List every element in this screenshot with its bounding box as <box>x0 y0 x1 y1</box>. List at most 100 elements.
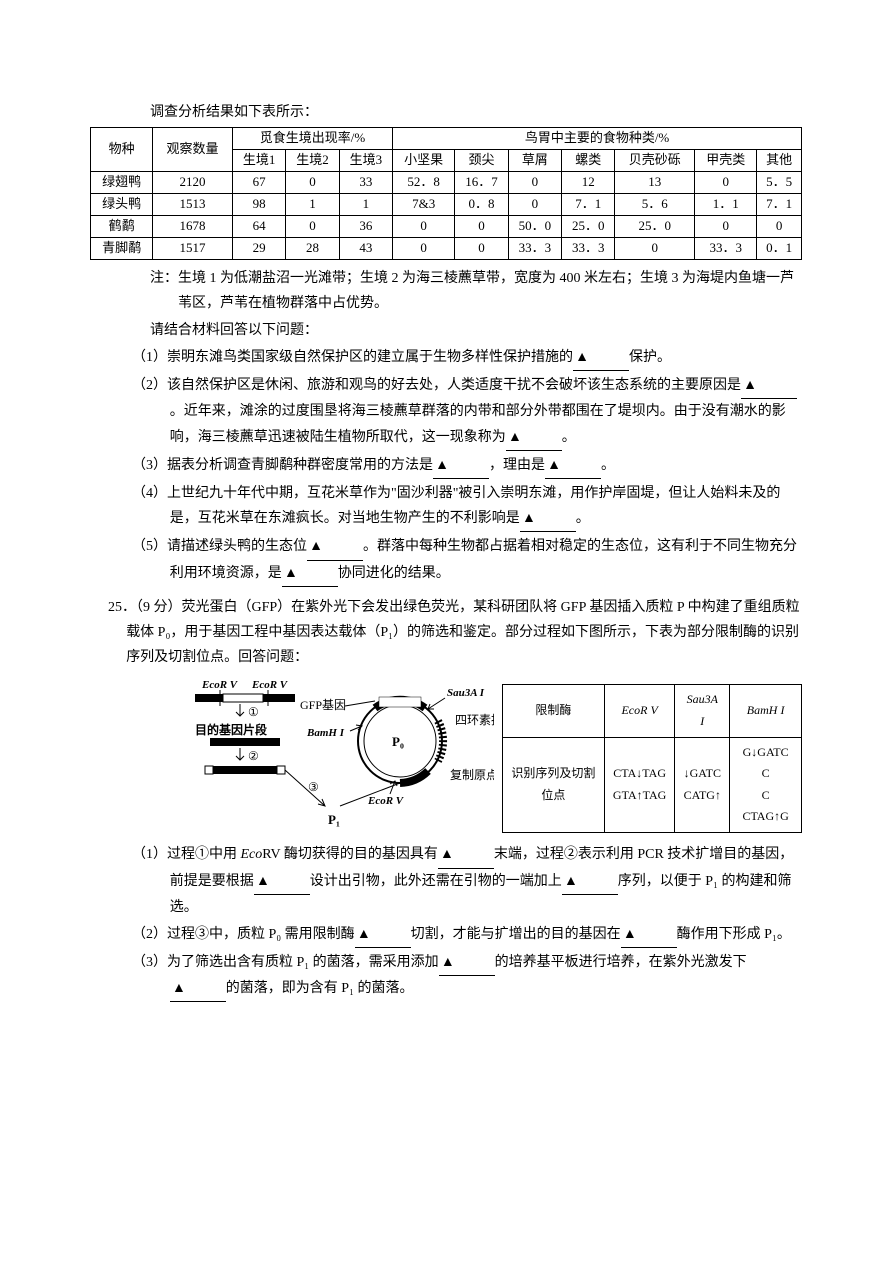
survey-table: 物种 观察数量 觅食生境出现率/% 鸟胃中主要的食物种类/% 生境1 生境2 生… <box>90 127 802 259</box>
cell: 33．3 <box>695 237 757 259</box>
t: 的菌落，即为含有 P₁ 的菌落。 <box>226 981 414 996</box>
th-f6: 甲壳类 <box>695 150 757 172</box>
q2-post: 。 <box>562 430 576 445</box>
question-1: （1）崇明东滩鸟类国家级自然保护区的建立属于生物多样性保护措施的▲保护。 <box>132 345 802 371</box>
blank: ▲ <box>438 842 494 868</box>
cell: 13 <box>615 171 695 193</box>
cell: 0 <box>508 193 561 215</box>
th-f3: 草屑 <box>508 150 561 172</box>
t: 的培养基平板进行培养，在紫外光激发下 <box>495 955 747 970</box>
et-e3: BamH I <box>730 685 802 737</box>
cell: 0 <box>286 215 339 237</box>
cell: 0 <box>695 171 757 193</box>
q5-post: 协同进化的结果。 <box>338 566 450 581</box>
q5-pre: （5）请描述绿头鸭的生态位 <box>132 539 307 554</box>
q1-pre: （1）崇明东滩鸟类国家级自然保护区的建立属于生物多样性保护措施的 <box>132 350 573 365</box>
cell: 0 <box>286 171 339 193</box>
t: （3）为了筛选出含有质粒 P₁ 的菌落，需采用添加 <box>132 955 439 970</box>
cell: 0 <box>757 215 802 237</box>
label-gfp: GFP基因 <box>300 698 346 712</box>
cell: 29 <box>232 237 285 259</box>
step-1: ① <box>248 705 259 719</box>
t: （1）过程①中用 <box>132 847 241 862</box>
blank: ▲ <box>254 869 310 895</box>
th-f2: 颈尖 <box>455 150 508 172</box>
th-f5: 贝壳砂砾 <box>615 150 695 172</box>
cell: 1678 <box>153 215 233 237</box>
cell: 0 <box>695 215 757 237</box>
et-e2: Sau3A I <box>675 685 730 737</box>
blank: ▲ <box>520 506 576 532</box>
cell: 鹤鹬 <box>91 215 153 237</box>
linker <box>205 766 213 774</box>
t: （2）过程③中，质粒 P₀ 需用限制酶 <box>132 927 355 942</box>
label-p0: P₀ <box>392 734 404 749</box>
cell: 5．5 <box>757 171 802 193</box>
blank: ▲ <box>355 922 411 948</box>
step-2: ② <box>248 749 259 763</box>
blank: ▲ <box>545 453 601 479</box>
q1-post: 保护。 <box>629 350 671 365</box>
table-row: 绿翅鸭21206703352．816．70121305．5 <box>91 171 802 193</box>
cell: 0．1 <box>757 237 802 259</box>
q2-pre: （2）该自然保护区是休闲、旅游和观鸟的好去处，人类适度干扰不会破坏该生态系统的主… <box>132 378 741 393</box>
blank: ▲ <box>741 373 797 399</box>
table-row: 青脚鹬15172928430033．333．3033．30．1 <box>91 237 802 259</box>
cell: 36 <box>339 215 392 237</box>
blank: ▲ <box>433 453 489 479</box>
cell: 1 <box>339 193 392 215</box>
th-obs: 观察数量 <box>153 128 233 172</box>
cell: 33．3 <box>508 237 561 259</box>
leader-line <box>345 701 375 706</box>
q3-mid: ，理由是 <box>489 458 545 473</box>
cell: 52．8 <box>393 171 455 193</box>
enzyme-table: 限制酶 EcoR V Sau3A I BamH I 识别序列及切割位点 CTA↓… <box>502 684 802 833</box>
cell: 1 <box>286 193 339 215</box>
arrow-down-icon <box>236 748 244 760</box>
question-2: （2）该自然保护区是休闲、旅游和观鸟的好去处，人类适度干扰不会破坏该生态系统的主… <box>132 373 802 451</box>
blank: ▲ <box>439 950 495 976</box>
plasmid-diagram: EcoR V EcoR V ① 目的基因片段 ② ③ P₁ P₀ <box>190 676 494 836</box>
figure-25: EcoR V EcoR V ① 目的基因片段 ② ③ P₁ P₀ <box>190 676 802 836</box>
t: 设计出引物，此外还需在引物的一端加上 <box>310 874 562 889</box>
th-hab2: 生境2 <box>286 150 339 172</box>
table-note: 注：生境 1 为低潮盐沼一光滩带；生境 2 为海三棱藨草带，宽度为 400 米左… <box>150 266 802 316</box>
cell: 绿翅鸭 <box>91 171 153 193</box>
blank: ▲ <box>573 345 629 371</box>
t: 酶作用下形成 P₁。 <box>677 927 791 942</box>
answer-prompt: 请结合材料回答以下问题： <box>150 318 802 343</box>
t: 切割，才能与扩增出的目的基因在 <box>411 927 621 942</box>
q2-mid: 。近年来，滩涂的过度围垦将海三棱藨草群落的内带和部分外带都围在了堤坝内。由于没有… <box>170 404 786 444</box>
arrow-icon <box>428 698 445 709</box>
label-target: 目的基因片段 <box>195 722 268 737</box>
gene-bar <box>210 738 280 746</box>
label-ecorv: EcoR V <box>201 679 239 691</box>
cell: 64 <box>232 215 285 237</box>
cell: 0 <box>615 237 695 259</box>
cell: 16．7 <box>455 171 508 193</box>
cell: 5．6 <box>615 193 695 215</box>
et-s1: CTA↓TAGGTA↑TAG <box>604 737 674 832</box>
cell: 0 <box>393 237 455 259</box>
cell: 0．8 <box>455 193 508 215</box>
question-3: （3）据表分析调查青脚鹬种群密度常用的方法是▲，理由是▲。 <box>132 453 802 479</box>
label-ori: 复制原点 <box>450 768 494 782</box>
cell: 7．1 <box>757 193 802 215</box>
eco-italic: Eco <box>241 847 263 862</box>
intro-text: 调查分析结果如下表所示： <box>150 100 802 125</box>
et-s3: G↓GATC CC CTAG↑G <box>730 737 802 832</box>
cell: 43 <box>339 237 392 259</box>
blank: ▲ <box>621 922 677 948</box>
table-body: 绿翅鸭21206703352．816．70121305．5绿头鸭15139811… <box>91 171 802 259</box>
cell: 0 <box>508 171 561 193</box>
cell: 25．0 <box>615 215 695 237</box>
label-tet: 四环素抗性基因 <box>455 712 494 727</box>
t: RV 酶切获得的目的基因具有 <box>262 847 438 862</box>
blank: ▲ <box>307 534 363 560</box>
gene-insert <box>223 694 263 702</box>
th-habitat-group: 觅食生境出现率/% <box>232 128 392 150</box>
cell: 28 <box>286 237 339 259</box>
table-row: 鹤鹬1678640360050．025．025．000 <box>91 215 802 237</box>
label-ecorv: EcoR V <box>367 795 405 807</box>
linker <box>277 766 285 774</box>
